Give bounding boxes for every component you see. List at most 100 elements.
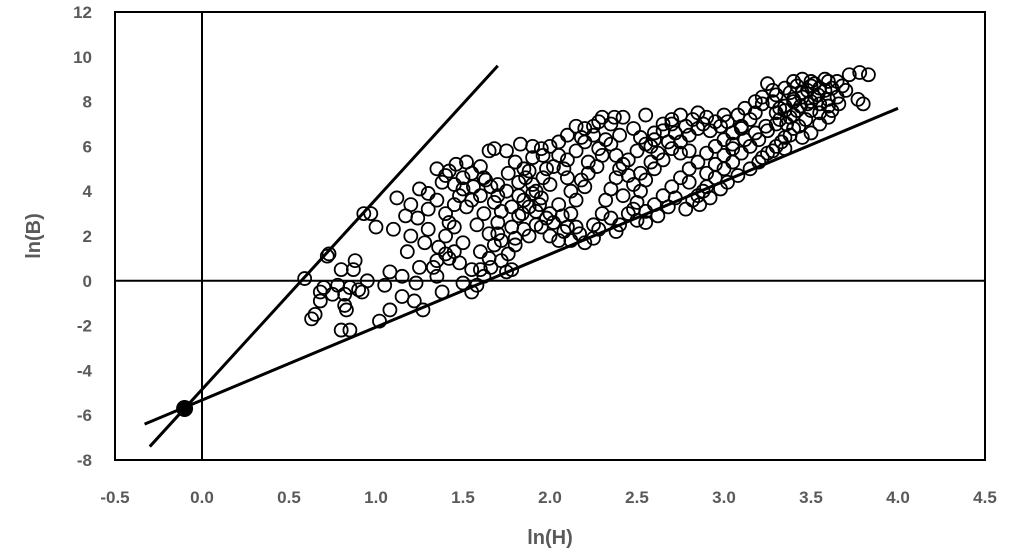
data-point [417, 235, 433, 251]
data-point [725, 141, 741, 157]
highlight-point [176, 399, 194, 417]
data-point [372, 313, 387, 329]
data-point [568, 118, 584, 134]
data-point [363, 206, 379, 222]
data-point [438, 206, 454, 222]
data-point [664, 112, 680, 127]
y-tick-label: 8 [83, 93, 92, 112]
data-point [730, 168, 746, 183]
data-point [655, 116, 671, 132]
data-point [476, 206, 492, 222]
data-point [774, 134, 789, 150]
data-point [591, 114, 607, 130]
data-point [455, 275, 471, 291]
data-point [626, 177, 641, 192]
data-point [446, 219, 462, 235]
data-point [542, 138, 558, 154]
data-point [533, 141, 549, 157]
data-point [448, 156, 464, 172]
reference-line-2 [144, 106, 899, 426]
data-point [415, 302, 431, 318]
data-point [539, 210, 554, 226]
data-point [455, 235, 471, 251]
data-point [403, 228, 419, 244]
data-point [507, 154, 523, 170]
data-point [410, 210, 426, 226]
x-tick-label: 3.5 [799, 488, 823, 507]
data-point [511, 188, 527, 204]
data-point [304, 311, 320, 327]
data-point [747, 125, 763, 141]
data-point [521, 228, 537, 244]
x-tick-label: 0.5 [277, 488, 301, 507]
data-point [568, 143, 584, 159]
data-point [490, 226, 506, 242]
data-point [321, 246, 337, 262]
data-point [834, 78, 850, 94]
data-point [737, 132, 753, 148]
data-point [638, 107, 654, 123]
data-point [412, 259, 427, 275]
data-point [594, 206, 610, 222]
data-point [542, 228, 558, 244]
data-point [481, 250, 497, 266]
data-point [481, 226, 497, 242]
data-point [821, 98, 836, 114]
data-point [560, 127, 575, 143]
y-tick-label: 12 [73, 3, 92, 22]
data-point [319, 248, 335, 264]
data-point [399, 244, 415, 260]
data-point [786, 94, 801, 109]
data-point [563, 206, 579, 222]
data-point [385, 221, 401, 237]
data-point [394, 289, 410, 304]
data-point [333, 262, 349, 278]
data-point [629, 143, 645, 159]
y-tick-label: 0 [83, 272, 92, 291]
data-point [472, 188, 488, 204]
data-point [382, 302, 398, 318]
data-point [633, 130, 648, 145]
data-point [354, 284, 370, 300]
data-point [681, 143, 697, 159]
data-point [469, 277, 485, 293]
data-point [615, 188, 631, 204]
data-point [560, 170, 575, 186]
data-point [563, 183, 579, 199]
data-point [504, 199, 520, 215]
data-point [539, 161, 554, 177]
data-point [429, 268, 445, 284]
y-tick-label: -4 [77, 361, 93, 380]
data-point [518, 170, 534, 186]
highlight-point-group [176, 399, 194, 417]
data-point [429, 253, 445, 269]
x-axis-title: ln(H) [527, 527, 573, 549]
data-point [525, 150, 540, 166]
data-point [408, 275, 424, 291]
data-point [678, 201, 694, 217]
y-tick-label: 6 [83, 137, 92, 156]
data-point [707, 156, 723, 172]
data-point [650, 208, 666, 224]
y-tick-label: -2 [77, 317, 92, 336]
data-point [633, 165, 648, 181]
data-point [861, 67, 876, 83]
x-tick-labels: -0.5 0.0 0.5 1.0 1.5 2.0 2.5 3.0 3.5 4.0 4.5 [100, 488, 996, 507]
data-point [794, 89, 810, 105]
x-tick-label: 2.5 [625, 488, 649, 507]
data-point [464, 262, 480, 278]
data-point [803, 125, 819, 141]
data-point [438, 228, 454, 244]
data-point [513, 136, 528, 152]
data-point [692, 197, 708, 213]
data-point [580, 154, 596, 170]
data-point [586, 118, 601, 134]
data-point [754, 150, 770, 166]
data-point [500, 246, 516, 262]
data-point [603, 210, 619, 226]
data-point [765, 143, 781, 159]
zero-axes [115, 12, 985, 460]
data-point [713, 181, 728, 197]
x-tick-label: 1.5 [451, 488, 475, 507]
